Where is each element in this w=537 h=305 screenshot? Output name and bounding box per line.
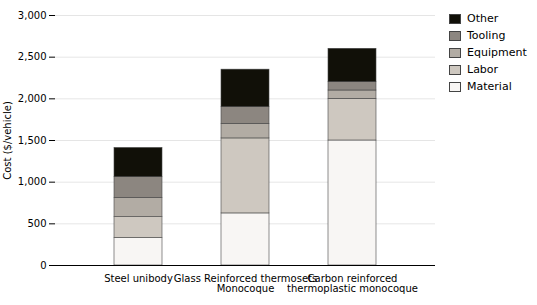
svg-text:3,000: 3,000: [18, 10, 47, 21]
html-text:Glass Reinforced thermosets: Glass Reinforced thermosets: [173, 272, 318, 284]
html-text:Labor: Labor: [467, 63, 499, 76]
html-text:Equipment: Equipment: [467, 46, 527, 59]
svg-text:1,000: 1,000: [18, 176, 47, 187]
svg-text:500: 500: [27, 218, 46, 229]
html-text:Monocoque: Monocoque: [216, 282, 275, 294]
html-text:Material: Material: [467, 80, 512, 93]
svg-text:Steel unibody: Steel unibody: [104, 273, 173, 284]
svg-text:1,500: 1,500: [18, 135, 47, 146]
html-text:Tooling: Tooling: [467, 29, 506, 42]
svg-text:0: 0: [40, 260, 46, 271]
svg-text:2,500: 2,500: [18, 51, 47, 62]
svg-text:2,000: 2,000: [18, 93, 47, 104]
svg-text:Carbon reinforcedthermoplastic: Carbon reinforcedthermoplastic monocoque: [287, 273, 418, 294]
html-text:Other: Other: [467, 12, 499, 25]
svg-text:Cost ($/vehicle): Cost ($/vehicle): [2, 101, 13, 180]
